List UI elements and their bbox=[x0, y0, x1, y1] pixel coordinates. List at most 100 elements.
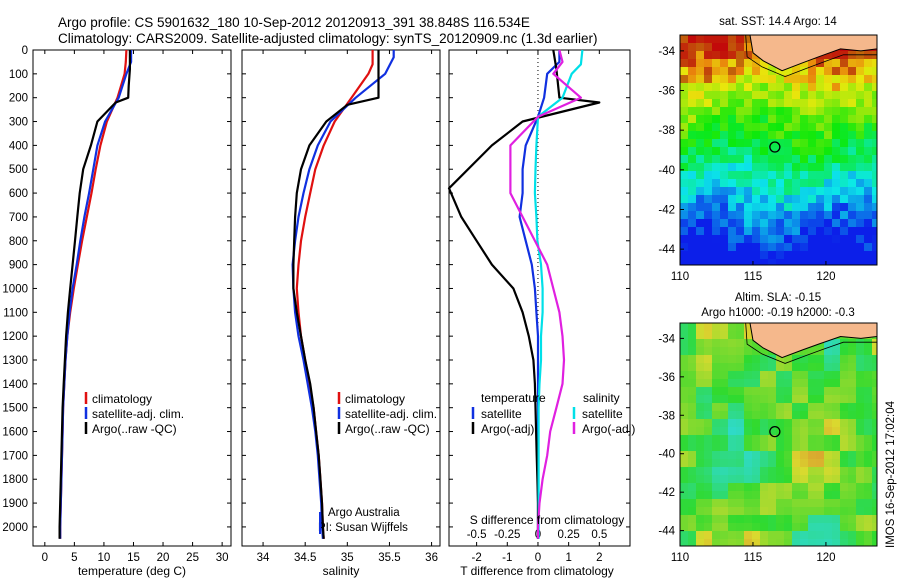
map-cell bbox=[752, 227, 761, 236]
map-cell bbox=[760, 515, 769, 524]
map-cell bbox=[832, 227, 841, 236]
map-cell bbox=[688, 83, 697, 92]
map-cell bbox=[808, 67, 817, 76]
map-cell bbox=[816, 227, 825, 236]
map-x-tick-label: 110 bbox=[671, 271, 689, 283]
map-cell bbox=[760, 131, 769, 140]
map-cell bbox=[808, 139, 817, 148]
map-cell bbox=[688, 347, 697, 356]
x-tick-label: 2 bbox=[596, 552, 602, 564]
map-cell bbox=[680, 155, 689, 164]
map-cell bbox=[760, 539, 769, 546]
map-cell bbox=[776, 419, 785, 428]
map-cell bbox=[800, 259, 809, 265]
map-cell bbox=[808, 387, 817, 396]
map-cell bbox=[736, 507, 745, 516]
map-cell bbox=[848, 51, 857, 60]
map-cell bbox=[696, 203, 705, 212]
map-cell bbox=[856, 123, 865, 132]
map-cell bbox=[800, 363, 809, 372]
series-line-argo bbox=[447, 49, 601, 539]
map-cell bbox=[784, 539, 793, 546]
map-cell bbox=[792, 107, 801, 116]
map-cell bbox=[832, 515, 841, 524]
x-tick-label: 15 bbox=[127, 552, 140, 564]
map-cell bbox=[696, 163, 705, 172]
map-cell bbox=[848, 131, 857, 140]
map-cell bbox=[712, 91, 721, 100]
map-cell bbox=[840, 235, 849, 244]
map-cell bbox=[680, 491, 689, 500]
map-cell bbox=[856, 427, 865, 436]
map-cell bbox=[800, 443, 809, 452]
map-cell bbox=[728, 531, 737, 540]
map-cell bbox=[872, 243, 877, 252]
map-cell bbox=[832, 467, 841, 476]
map-cell bbox=[744, 195, 753, 204]
map-cell bbox=[720, 515, 729, 524]
map-cell bbox=[808, 475, 817, 484]
map-cell bbox=[712, 131, 721, 140]
map-cell bbox=[720, 443, 729, 452]
map-cell bbox=[872, 251, 877, 260]
map-cell bbox=[776, 395, 785, 404]
map-cell bbox=[728, 235, 737, 244]
map-cell bbox=[720, 411, 729, 420]
map-cell bbox=[728, 59, 737, 68]
map-cell bbox=[736, 139, 745, 148]
map-cell bbox=[728, 195, 737, 204]
map-cell bbox=[704, 35, 713, 44]
map-cell bbox=[792, 235, 801, 244]
map-cell bbox=[800, 251, 809, 260]
map-cell bbox=[824, 483, 833, 492]
map-cell bbox=[784, 163, 793, 172]
map-cell bbox=[856, 339, 865, 348]
map-cell bbox=[736, 331, 745, 340]
map-cell bbox=[736, 163, 745, 172]
legend-label-climatology: climatology bbox=[345, 392, 405, 406]
map-cell bbox=[848, 171, 857, 180]
map-cell bbox=[800, 171, 809, 180]
map-cell bbox=[816, 219, 825, 228]
map-cell bbox=[736, 491, 745, 500]
series-line-argo_s bbox=[509, 49, 583, 539]
map-cell bbox=[848, 163, 857, 172]
map-cell bbox=[856, 171, 865, 180]
map-cell bbox=[784, 475, 793, 484]
salinity-legend: climatology satellite-adj. clim. Argo(..… bbox=[318, 392, 437, 534]
map-cell bbox=[864, 51, 873, 60]
map-cell bbox=[832, 379, 841, 388]
map-cell bbox=[848, 507, 857, 516]
map-cell bbox=[864, 539, 873, 546]
map-cell bbox=[680, 243, 689, 252]
map-cell bbox=[736, 347, 745, 356]
map-cell bbox=[712, 419, 721, 428]
depth-tick-label: 1700 bbox=[2, 450, 28, 462]
map-cell bbox=[696, 515, 705, 524]
map-cell bbox=[856, 347, 865, 356]
map-cell bbox=[680, 123, 689, 132]
map-cell bbox=[816, 251, 825, 260]
map-cell bbox=[832, 403, 841, 412]
map-cell bbox=[704, 483, 713, 492]
map-cell bbox=[840, 155, 849, 164]
map-cell bbox=[720, 107, 729, 116]
map-cell bbox=[808, 435, 817, 444]
map-cell bbox=[824, 147, 833, 156]
map-cell bbox=[848, 515, 857, 524]
map-cell bbox=[712, 459, 721, 468]
map-cell bbox=[712, 243, 721, 252]
map-cell bbox=[680, 83, 689, 92]
map-x-tick-label: 120 bbox=[816, 271, 835, 283]
map-cell bbox=[696, 51, 705, 60]
map-cell bbox=[792, 147, 801, 156]
map-cell bbox=[696, 435, 705, 444]
map-cell bbox=[704, 347, 713, 356]
map-cell bbox=[832, 539, 841, 546]
map-cell bbox=[832, 123, 841, 132]
map-cell bbox=[864, 443, 873, 452]
map-cell bbox=[744, 155, 753, 164]
map-cell bbox=[680, 59, 689, 68]
map-cell bbox=[736, 131, 745, 140]
map-cell bbox=[872, 107, 877, 116]
